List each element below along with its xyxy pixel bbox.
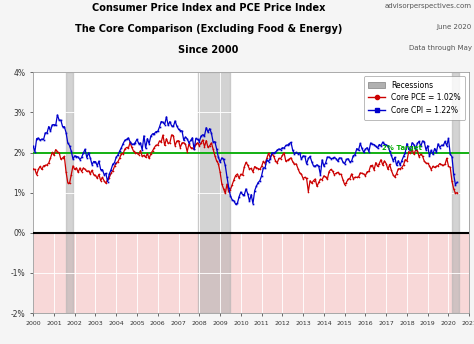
Text: 2% Target: 2% Target [382, 145, 422, 151]
Bar [33, 72, 469, 233]
Text: June 2020: June 2020 [437, 24, 472, 30]
Legend: Recessions, Core PCE = 1.02%, Core CPI = 1.22%: Recessions, Core PCE = 1.02%, Core CPI =… [364, 76, 465, 120]
Bar [198, 72, 230, 313]
Text: advisorperspectives.com: advisorperspectives.com [384, 3, 472, 9]
Text: Since 2000: Since 2000 [178, 45, 239, 55]
Text: The Core Comparison (Excluding Food & Energy): The Core Comparison (Excluding Food & En… [75, 24, 342, 34]
Text: Data through May: Data through May [409, 45, 472, 51]
Bar [66, 72, 73, 313]
Text: Consumer Price Index and PCE Price Index: Consumer Price Index and PCE Price Index [92, 3, 325, 13]
Bar [452, 72, 459, 313]
